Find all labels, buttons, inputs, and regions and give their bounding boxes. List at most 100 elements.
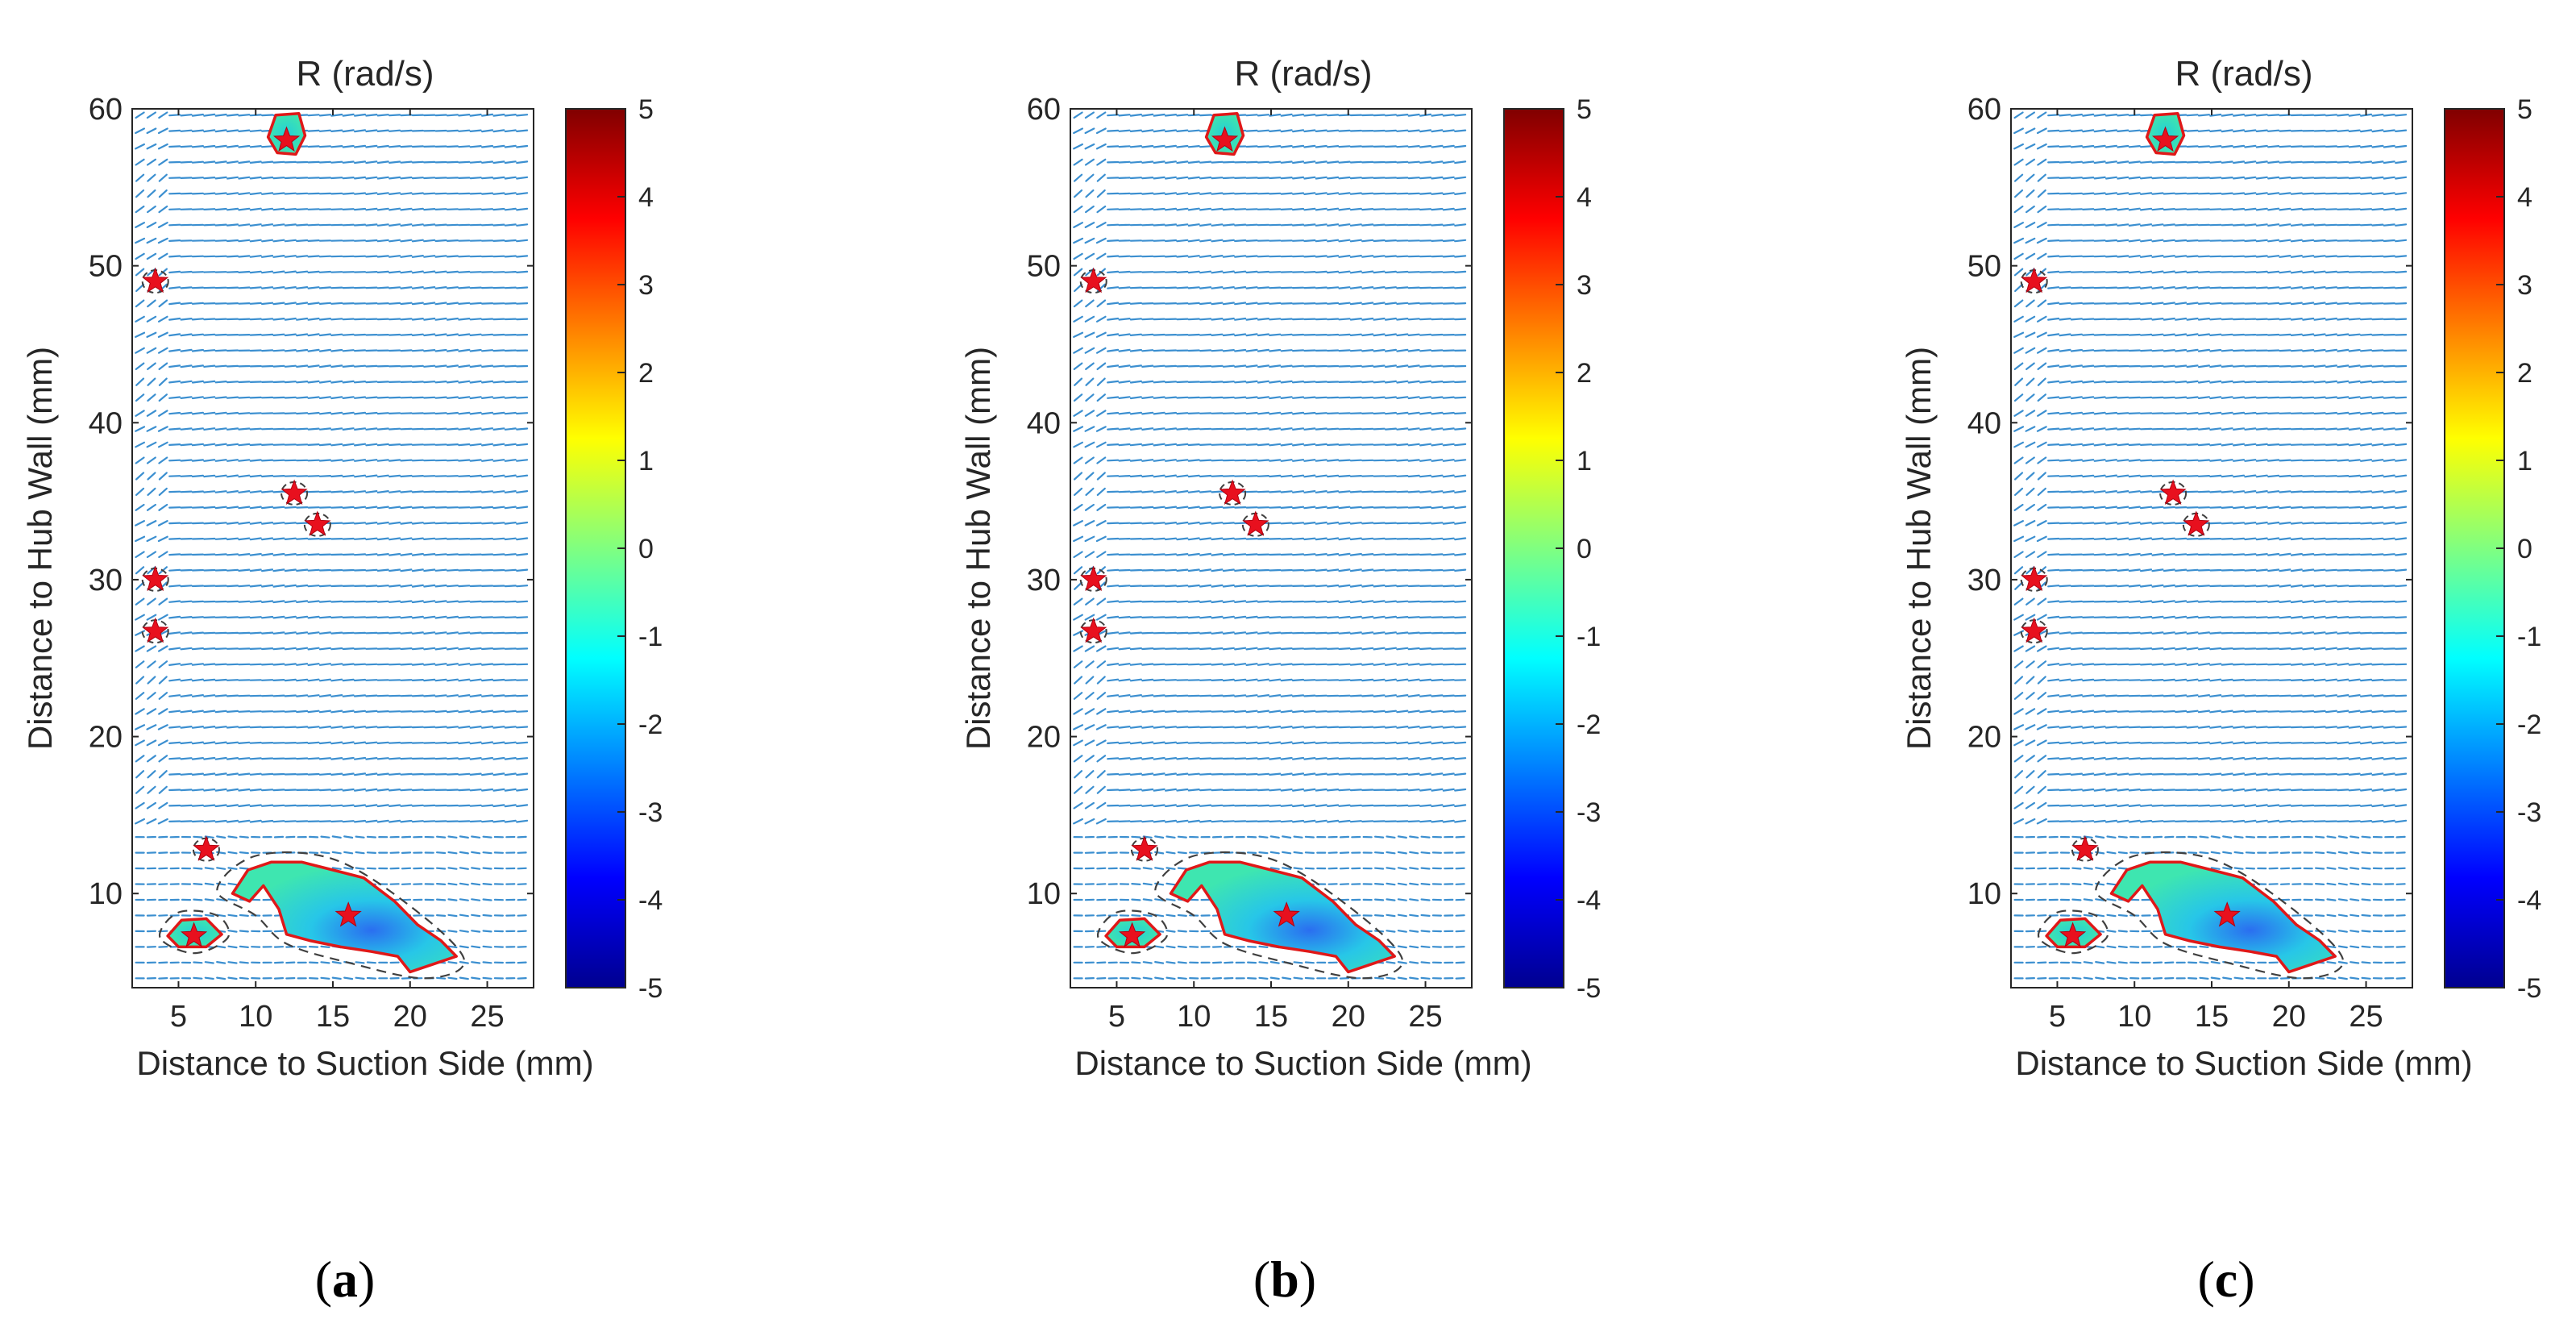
vector-arrow	[1409, 789, 1419, 790]
vector-arrow	[251, 617, 261, 618]
caption-open: (	[1253, 1251, 1270, 1308]
vector-arrow	[482, 617, 492, 618]
vector-arrow	[2165, 963, 2173, 964]
vector-arrow	[1247, 790, 1257, 791]
vector-arrow	[1351, 444, 1361, 445]
vector-arrow	[1327, 711, 1338, 712]
vector-arrow	[285, 790, 296, 791]
vector-arrow	[1304, 272, 1315, 273]
vector-arrow	[1235, 444, 1245, 445]
vector-arrow	[2048, 240, 2059, 241]
vector-arrow	[1200, 633, 1211, 634]
vector-arrow	[1120, 444, 1130, 445]
vector-arrow	[2106, 617, 2117, 618]
vector-arrow	[2164, 381, 2175, 382]
vector-arrow	[1456, 978, 1465, 979]
vector-arrow	[193, 288, 203, 289]
y-tick-label: 40	[89, 406, 123, 440]
vector-arrow	[366, 413, 376, 414]
vector-arrow	[2119, 931, 2127, 932]
vector-arrow	[2129, 633, 2140, 634]
vector-arrow	[216, 821, 226, 822]
vector-arrow	[518, 978, 526, 979]
vector-arrow	[493, 821, 504, 822]
vector-arrow	[1247, 162, 1257, 163]
vector-arrow	[2038, 837, 2046, 838]
vector-arrow	[1456, 931, 1465, 932]
vector-arrow	[436, 209, 447, 210]
vector-arrow	[2048, 726, 2059, 727]
vector-arrow	[2072, 978, 2080, 979]
vector-arrow	[2210, 789, 2221, 790]
vector-arrow	[1327, 413, 1338, 414]
vector-arrow	[297, 523, 307, 524]
vector-arrow	[206, 962, 214, 963]
vector-arrow	[1362, 366, 1373, 367]
vector-arrow	[1269, 507, 1280, 508]
vector-arrow	[2210, 586, 2221, 587]
vector-arrow	[366, 522, 376, 524]
vector-arrow	[1258, 492, 1269, 493]
vector-arrow	[517, 570, 527, 571]
vector-arrow	[2199, 789, 2209, 790]
vector-arrow	[193, 789, 203, 790]
vector-arrow	[1386, 695, 1396, 697]
vector-arrow	[262, 318, 272, 319]
vector-arrow	[1420, 507, 1431, 508]
vector-arrow	[1155, 962, 1163, 964]
vector-arrow	[227, 696, 238, 697]
vector-arrow	[2210, 209, 2221, 210]
vector-arrow	[424, 476, 434, 477]
vector-arrow	[344, 868, 352, 869]
vector-arrow	[2153, 648, 2163, 649]
vector-arrow	[251, 319, 261, 320]
vector-arrow	[1212, 507, 1223, 508]
vector-arrow	[378, 288, 388, 289]
vector-arrow	[1189, 272, 1199, 273]
vector-arrow	[275, 978, 283, 979]
vector-arrow	[424, 366, 434, 367]
vector-arrow	[1420, 381, 1431, 383]
vector-arrow	[262, 303, 272, 304]
x-tick-label: 10	[239, 1000, 272, 1034]
vector-arrow	[2048, 287, 2059, 288]
vector-arrow	[169, 381, 180, 383]
vector-arrow	[274, 177, 285, 178]
vector-arrow	[1340, 146, 1350, 147]
vector-arrow	[2153, 711, 2163, 712]
vector-arrow	[1398, 930, 1406, 932]
vector-arrow	[343, 789, 354, 791]
vector-arrow	[2199, 444, 2209, 445]
vector-arrow	[1189, 162, 1199, 163]
vector-arrow	[505, 240, 516, 241]
vector-arrow	[2106, 114, 2117, 115]
vector-arrow	[343, 146, 354, 148]
vector-arrow	[1410, 978, 1418, 979]
vector-arrow	[471, 209, 481, 210]
vector-arrow	[389, 789, 400, 790]
vector-arrow	[1097, 915, 1105, 916]
vector-arrow	[1327, 633, 1338, 634]
vector-arrow	[227, 522, 238, 524]
vector-arrow	[459, 570, 469, 571]
vector-arrow	[309, 272, 319, 273]
vector-arrow	[2141, 648, 2151, 649]
colorbar-tick-label: 4	[1577, 182, 1592, 213]
vector-arrow	[413, 522, 423, 523]
vector-arrow	[1282, 177, 1292, 178]
vector-arrow	[1351, 617, 1361, 618]
vector-arrow	[1431, 381, 1442, 382]
vector-arrow	[389, 319, 400, 320]
vector-arrow	[460, 852, 468, 854]
vector-arrow	[1189, 774, 1199, 775]
vector-arrow	[2095, 805, 2105, 807]
vector-arrow	[274, 397, 285, 398]
vector-arrow	[227, 726, 238, 727]
vector-arrow	[447, 225, 458, 226]
vector-arrow	[1200, 429, 1211, 430]
vector-arrow	[389, 601, 400, 602]
vector-arrow	[297, 821, 307, 822]
vector-arrow	[310, 852, 318, 853]
vector-arrow	[1177, 319, 1187, 320]
vector-arrow	[1374, 397, 1385, 398]
